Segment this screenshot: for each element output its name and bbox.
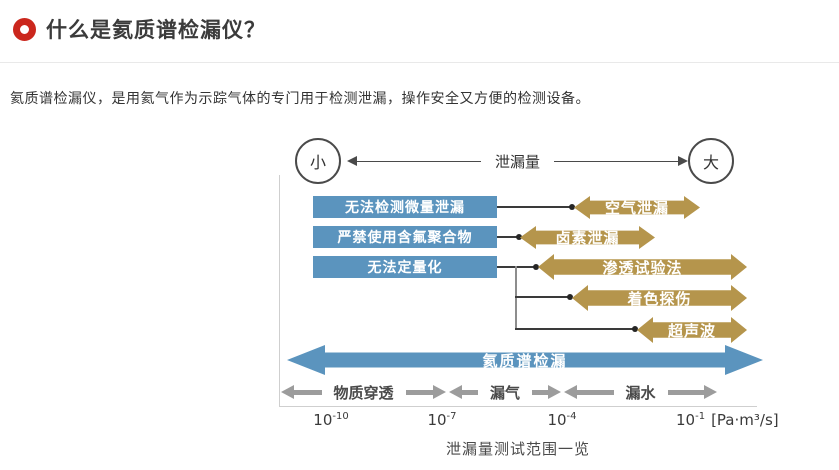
- arrowhead-right-icon: [678, 156, 689, 166]
- helium-method-label: 氦质谱检漏: [482, 351, 568, 370]
- gray-arrowhead-left-icon: [449, 385, 462, 399]
- range-label: 物质穿透: [333, 383, 394, 402]
- scale-small-circle: 小: [295, 138, 341, 184]
- method-arrow-air-leak: 空气泄漏: [574, 196, 700, 219]
- leak-rate-scale-label: 泄漏量: [495, 152, 541, 171]
- connector-line: [515, 328, 636, 330]
- connector-branch-line: [515, 266, 517, 330]
- method-arrow-halogen-leak: 卤素泄漏: [520, 226, 655, 249]
- limitation-bar: 严禁使用含氟聚合物: [313, 226, 497, 248]
- arrowhead-left-icon: [347, 156, 357, 166]
- method-arrow-penetration-test: 渗透试验法: [538, 254, 747, 280]
- axis-unit: [Pa·m³/s]: [711, 411, 779, 429]
- diagram-bottom-axis: [279, 406, 757, 407]
- gray-arrowhead-left-icon: [281, 385, 294, 399]
- connector-dot: [632, 326, 638, 332]
- tick-1e-7: 10-7: [427, 411, 457, 429]
- leak-rate-scale-arrow: 泄漏量: [347, 150, 689, 172]
- range-water-leak: 漏水: [564, 383, 718, 402]
- range-label: 漏水: [625, 383, 656, 402]
- intro-paragraph: 氦质谱检漏仪，是用氦气作为示踪气体的专门用于检测泄漏，操作安全又方便的检测设备。: [10, 91, 590, 107]
- limitation-label: 无法定量化: [367, 260, 443, 276]
- method-label: 空气泄漏: [604, 199, 669, 217]
- method-label: 渗透试验法: [602, 258, 683, 277]
- connector-dot: [569, 204, 575, 210]
- connector-line: [515, 296, 571, 298]
- connector-line: [497, 236, 519, 238]
- connector-line: [497, 266, 537, 268]
- scale-big-circle: 大: [688, 138, 734, 184]
- range-material-penetration: 物质穿透: [281, 383, 447, 402]
- range-label: 漏气: [490, 383, 521, 402]
- tick-1e-1-with-unit: 10-1 [Pa·m³/s]: [676, 411, 779, 429]
- scale-small-label: 小: [309, 153, 326, 172]
- tick-1e-10: 10-10: [313, 411, 349, 429]
- red-ring-bullet-icon: [13, 17, 36, 41]
- method-arrow-dye-penetrant: 着色探伤: [572, 285, 747, 311]
- diagram-left-axis: [279, 175, 280, 407]
- method-arrow-ultrasonic: 超声波: [637, 317, 747, 343]
- method-label: 超声波: [667, 321, 716, 340]
- scale-big-label: 大: [702, 153, 719, 172]
- gray-arrowhead-right-icon: [704, 385, 718, 399]
- connector-dot: [567, 294, 573, 300]
- limitation-bar: 无法检测微量泄漏: [313, 196, 497, 218]
- method-label: 着色探伤: [627, 289, 692, 308]
- limitation-label: 无法检测微量泄漏: [345, 200, 465, 216]
- diagram-caption: 泄漏量测试范围一览: [445, 440, 590, 458]
- method-label: 卤素泄漏: [555, 229, 620, 247]
- connector-dot: [516, 234, 522, 240]
- page-header: 什么是氦质谱检漏仪？: [13, 14, 266, 44]
- header-divider: [0, 62, 839, 63]
- page-title: 什么是氦质谱检漏仪？: [46, 18, 266, 42]
- limitation-bar: 无法定量化: [313, 256, 497, 278]
- connector-dot: [533, 264, 539, 270]
- range-gas-leak: 漏气: [449, 383, 562, 402]
- gray-arrowhead-right-icon: [548, 385, 562, 399]
- gray-arrowhead-left-icon: [564, 385, 577, 399]
- tick-1e-4: 10-4: [547, 411, 577, 429]
- gray-arrowhead-right-icon: [433, 385, 447, 399]
- connector-line: [497, 206, 572, 208]
- limitation-label: 严禁使用含氟聚合物: [337, 230, 473, 246]
- helium-leak-detection-arrow: 氦质谱检漏: [287, 345, 763, 375]
